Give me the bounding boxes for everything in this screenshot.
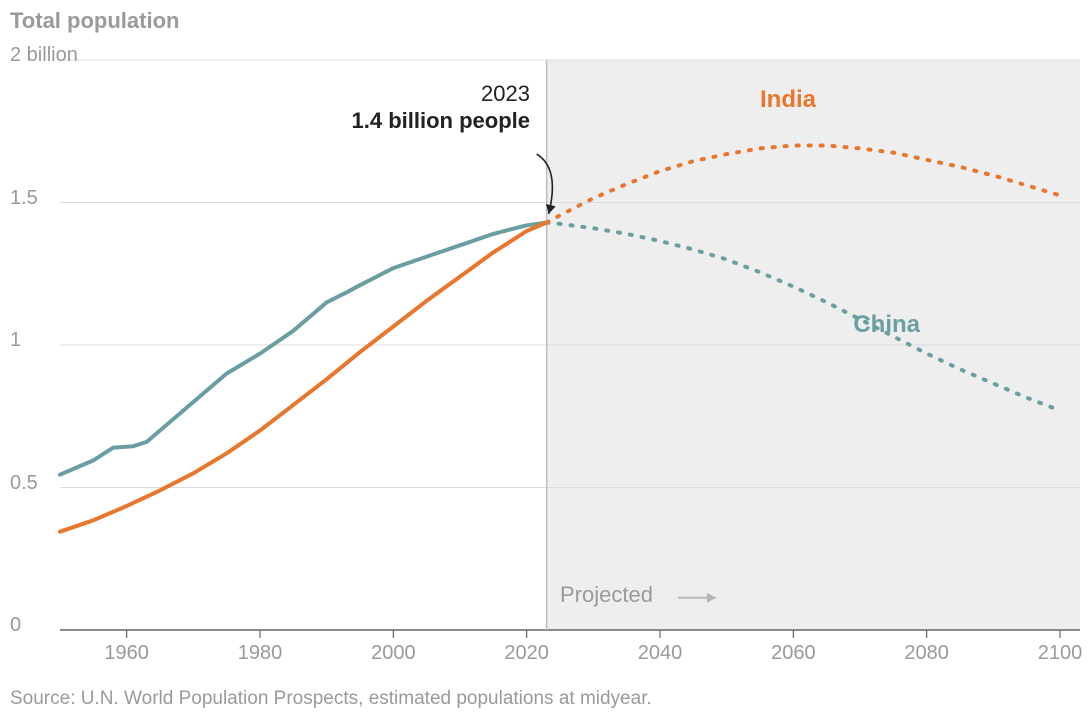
crossover-annotation: 2023 1.4 billion people	[352, 80, 530, 135]
annotation-year: 2023	[352, 80, 530, 108]
projected-label: Projected	[560, 582, 653, 608]
x-tick-label: 2000	[371, 642, 416, 665]
chart-source: Source: U.N. World Population Prospects,…	[10, 688, 652, 710]
y-tick-label: 1.5	[10, 187, 38, 210]
y-tick-label: 2 billion	[10, 44, 78, 67]
x-tick-label: 1960	[104, 642, 149, 665]
series-label-china: China	[853, 311, 920, 339]
x-tick-label: 2040	[638, 642, 683, 665]
y-tick-label: 0.5	[10, 472, 38, 495]
series-label-india: India	[760, 86, 816, 114]
population-line-chart	[0, 0, 1090, 719]
x-tick-label: 1980	[238, 642, 283, 665]
chart-title: Total population	[10, 8, 179, 34]
annotation-value: 1.4 billion people	[352, 107, 530, 135]
x-tick-label: 2020	[504, 642, 549, 665]
x-tick-label: 2100	[1038, 642, 1083, 665]
x-tick-label: 2080	[904, 642, 949, 665]
projected-text: Projected	[560, 582, 653, 607]
x-tick-label: 2060	[771, 642, 816, 665]
y-tick-label: 0	[10, 614, 21, 637]
y-tick-label: 1	[10, 329, 21, 352]
chart-container: Total population 0 0.5 1 1.5 2 billion 1960 1…	[0, 0, 1090, 719]
